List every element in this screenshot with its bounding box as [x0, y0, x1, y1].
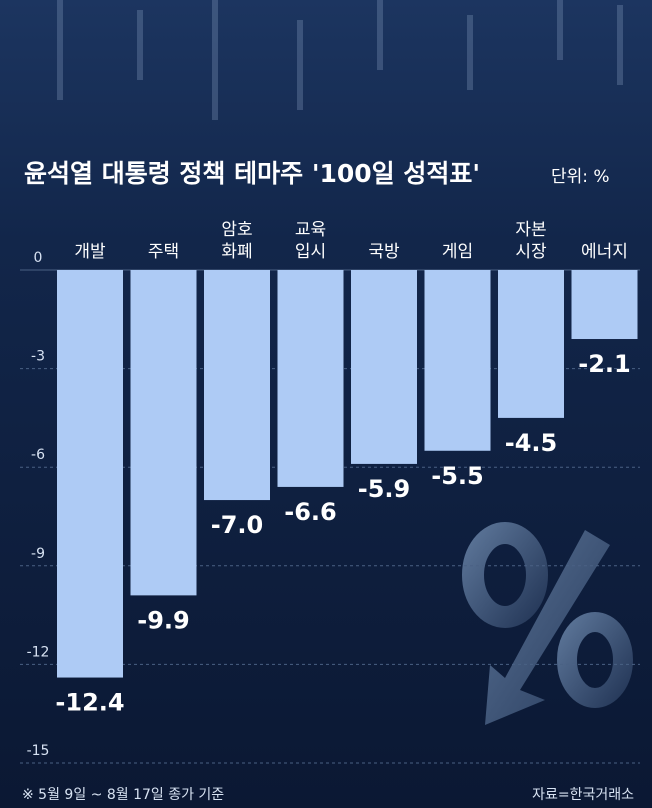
value-label: -5.9	[358, 475, 410, 503]
source: 자료=한국거래소	[532, 787, 634, 803]
x-tick-label: 자본	[515, 220, 546, 240]
chart-title: 윤석열 대통령 정책 테마주 '100일 성적표'	[24, 159, 480, 188]
x-tick-label: 국방	[368, 242, 400, 262]
bar	[351, 270, 417, 464]
bar	[277, 270, 344, 487]
x-tick-label: 주택	[148, 242, 179, 262]
background-candles	[57, 0, 623, 120]
value-label: -9.9	[137, 606, 189, 634]
y-tick-label: -12	[27, 644, 50, 660]
bar	[498, 270, 564, 418]
y-tick-label: -9	[31, 546, 45, 562]
percent-icon	[462, 522, 633, 725]
y-tick-label: -6	[31, 447, 45, 463]
y-tick-label: -3	[31, 349, 45, 365]
x-tick-label: 화폐	[221, 242, 252, 262]
x-tick-label: 시장	[515, 242, 547, 262]
x-tick-label: 개발	[74, 242, 106, 262]
value-label: -5.5	[431, 462, 483, 490]
bar	[424, 270, 491, 451]
value-label: -2.1	[578, 350, 630, 378]
x-tick-label: 에너지	[581, 242, 628, 262]
value-label: -4.5	[505, 429, 557, 457]
value-label: -7.0	[211, 511, 263, 539]
bar	[571, 270, 638, 340]
note: ※ 5월 9일 ~ 8월 17일 종가 기준	[22, 787, 224, 803]
x-tick-label: 게임	[442, 242, 473, 262]
y-tick-label: -15	[27, 743, 50, 759]
value-label: -12.4	[55, 689, 124, 717]
y-tick-label: 0	[34, 250, 43, 266]
x-tick-label: 교육	[295, 220, 326, 240]
bar	[57, 270, 123, 678]
value-label: -6.6	[284, 498, 336, 526]
x-tick-label: 암호	[221, 220, 252, 240]
bar	[130, 270, 197, 596]
bar	[204, 270, 270, 501]
x-tick-label: 입시	[295, 242, 326, 262]
unit-label: 단위: %	[551, 167, 610, 187]
